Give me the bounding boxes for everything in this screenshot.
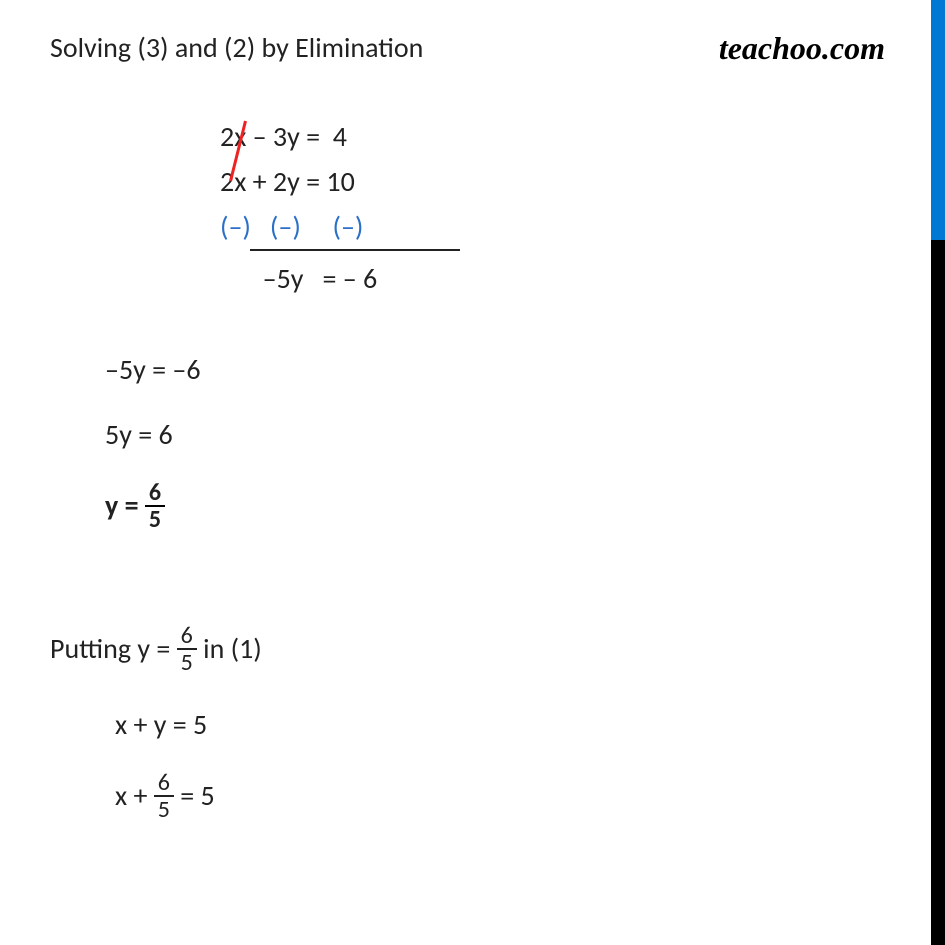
- sub-equations: x + y = 5 x + 65 = 5: [115, 707, 870, 824]
- intro-post: in (1): [197, 630, 262, 665]
- fraction-y: 65: [145, 480, 165, 532]
- intro-pre: Putting y =: [50, 630, 177, 665]
- section-heading: Solving (3) and (2) by Elimination: [50, 30, 870, 65]
- frac-num: 6: [154, 770, 174, 797]
- solving-steps: –5y = –6 5y = 6 y = 65: [105, 352, 870, 534]
- fraction-eq2: 65: [154, 770, 174, 822]
- frac-den: 5: [145, 507, 165, 532]
- step-3: y = 65: [105, 482, 870, 534]
- step-3-lhs: y =: [105, 488, 145, 523]
- elim-result: –5y = – 6: [250, 257, 500, 302]
- equation-1: 2x – 3y = 4: [220, 115, 500, 160]
- frac-den: 5: [177, 650, 197, 675]
- sub-eq2-pre: x +: [115, 778, 154, 813]
- sign-row: (–) (–) (–): [220, 205, 500, 250]
- step-1: –5y = –6: [105, 352, 870, 387]
- sub-eq2-post: = 5: [174, 778, 215, 813]
- fraction-intro: 65: [177, 623, 197, 675]
- sub-eq-2: x + 65 = 5: [115, 772, 870, 824]
- right-border-blue: [931, 0, 945, 240]
- document-content: Solving (3) and (2) by Elimination 2x – …: [50, 30, 870, 824]
- frac-num: 6: [145, 480, 165, 507]
- division-line: [250, 249, 460, 251]
- substitution-block: Putting y = 65 in (1) x + y = 5 x + 65 =…: [50, 625, 870, 825]
- substitution-intro: Putting y = 65 in (1): [50, 625, 870, 677]
- sub-eq-1: x + y = 5: [115, 707, 870, 742]
- equation-2: 2x + 2y = 10: [220, 160, 500, 205]
- step-2: 5y = 6: [105, 417, 870, 452]
- elimination-block: 2x – 3y = 4 2x + 2y = 10 (–) (–) (–) –5y…: [220, 115, 500, 302]
- right-border-black: [931, 240, 945, 945]
- frac-den: 5: [154, 797, 174, 822]
- frac-num: 6: [177, 623, 197, 650]
